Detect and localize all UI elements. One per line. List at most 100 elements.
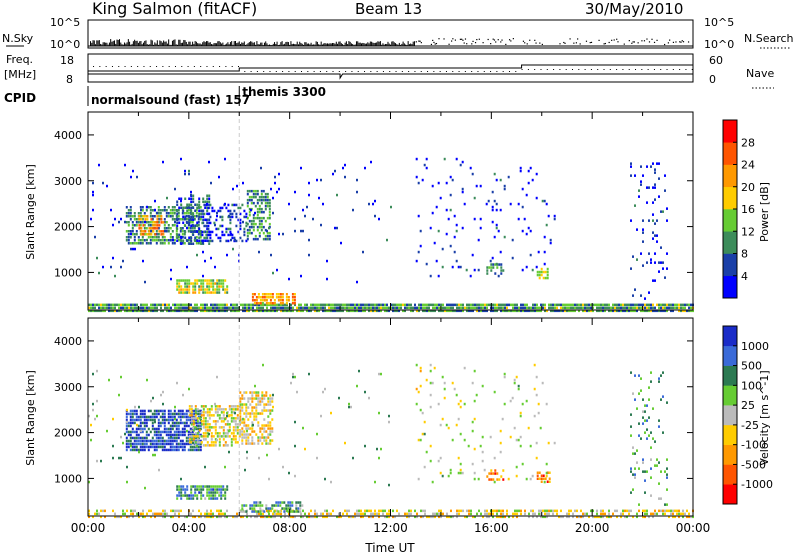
data-cell (638, 422, 640, 425)
data-cell (167, 215, 170, 218)
data-cell (147, 439, 150, 443)
data-cell (304, 512, 306, 516)
data-cell (539, 426, 542, 430)
data-cell (132, 306, 134, 310)
data-cell (527, 169, 530, 173)
data-cell (503, 375, 506, 379)
data-cell (169, 433, 172, 437)
data-cell (254, 222, 257, 226)
data-cell (163, 221, 166, 224)
nsearch-dot (474, 42, 477, 44)
data-cell (442, 309, 444, 313)
data-cell (550, 303, 552, 307)
data-cell (96, 414, 98, 418)
data-cell (178, 488, 181, 491)
data-cell (514, 306, 516, 310)
data-cell (181, 442, 184, 446)
data-cell (602, 303, 604, 307)
data-cell (222, 417, 225, 420)
data-cell (650, 371, 652, 374)
colorbar-swatch (723, 444, 737, 465)
data-cell (324, 306, 326, 310)
data-cell (141, 415, 144, 419)
data-cell (232, 306, 234, 310)
data-cell (265, 299, 268, 302)
data-cell (88, 515, 90, 519)
data-cell (125, 230, 128, 233)
data-cell (126, 420, 128, 424)
data-cell (218, 279, 221, 282)
data-cell (166, 303, 168, 307)
data-cell (165, 227, 168, 230)
data-cell (537, 250, 540, 254)
data-cell (666, 473, 668, 476)
data-cell (239, 418, 242, 421)
data-cell (190, 206, 193, 209)
data-cell (490, 472, 493, 475)
nave-dot (143, 66, 145, 67)
data-cell (195, 439, 198, 443)
data-cell (230, 238, 232, 242)
data-cell (528, 515, 530, 519)
data-cell (529, 253, 532, 257)
data-cell (378, 309, 380, 313)
data-cell (184, 169, 186, 173)
data-cell (258, 456, 260, 460)
data-cell (204, 405, 207, 408)
data-cell (212, 435, 215, 438)
data-cell (400, 306, 402, 310)
data-cell (626, 509, 628, 513)
data-cell (171, 445, 174, 449)
data-cell (192, 497, 195, 500)
data-cell (598, 306, 600, 310)
data-cell (177, 409, 180, 413)
data-cell (248, 207, 251, 211)
data-cell (132, 169, 134, 173)
data-cell (249, 397, 252, 400)
data-cell (267, 296, 270, 299)
data-cell (518, 509, 520, 513)
data-cell (163, 415, 166, 419)
data-cell (214, 309, 216, 313)
data-cell (656, 240, 658, 243)
data-cell (160, 221, 163, 224)
data-cell (141, 221, 144, 224)
data-cell (322, 512, 324, 516)
data-cell (193, 227, 196, 230)
data-cell (482, 515, 484, 519)
nave-dot (685, 69, 687, 70)
data-cell (472, 515, 474, 519)
data-cell (280, 306, 282, 310)
data-cell (156, 218, 159, 221)
data-cell (271, 504, 274, 507)
data-cell (204, 444, 207, 447)
data-cell (180, 291, 183, 294)
data-cell (149, 215, 152, 218)
data-cell (318, 306, 320, 310)
data-cell (163, 209, 166, 212)
data-cell (134, 306, 136, 310)
data-cell (129, 209, 132, 212)
data-cell (180, 242, 183, 245)
data-cell (274, 181, 276, 185)
data-cell (193, 439, 196, 443)
data-cell (158, 230, 161, 233)
data-cell (253, 299, 256, 302)
data-cell (209, 221, 212, 225)
data-cell (159, 445, 162, 449)
data-cell (678, 515, 680, 519)
data-cell (191, 439, 194, 443)
data-cell (224, 441, 227, 444)
data-cell (338, 306, 340, 310)
data-cell (218, 417, 221, 420)
data-cell (263, 510, 266, 513)
nave-dot (256, 71, 258, 72)
data-cell (176, 306, 178, 310)
data-cell (268, 216, 271, 220)
data-cell (640, 252, 642, 255)
data-cell (652, 306, 654, 310)
data-cell (194, 515, 196, 519)
data-cell (264, 234, 267, 238)
data-cell (94, 303, 96, 307)
data-cell (622, 512, 624, 516)
